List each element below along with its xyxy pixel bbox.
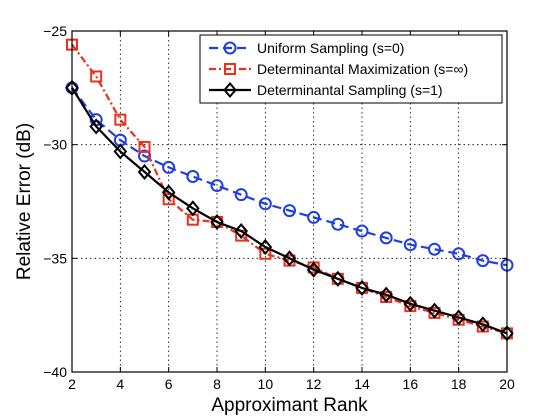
x-tick-label: 4 — [116, 376, 124, 392]
circle-marker — [162, 160, 176, 174]
circle-marker — [210, 179, 224, 193]
circle-marker — [403, 238, 417, 252]
diamond-marker — [355, 279, 369, 296]
series-line — [71, 87, 508, 267]
y-axis-title: Relative Error (dB) — [14, 123, 35, 280]
x-tick-label: 8 — [213, 376, 221, 392]
series-line — [71, 87, 508, 335]
diamond-marker — [282, 250, 297, 267]
legend-entry-determinantal-maximization: Determinantal Maximization (s=∞) — [257, 61, 468, 77]
diamond-marker — [137, 163, 152, 180]
y-tick-label: −40 — [43, 364, 67, 380]
series-line — [71, 43, 508, 335]
circle-marker — [331, 217, 345, 231]
diamond-marker — [476, 316, 490, 333]
circle-marker — [283, 204, 296, 218]
diamond-marker — [89, 118, 103, 135]
diamond-marker — [210, 213, 224, 231]
legend-entry-uniform-sampling: Uniform Sampling (s=0) — [257, 40, 404, 56]
diamond-marker — [113, 143, 128, 160]
circle-marker — [379, 231, 393, 245]
circle-marker — [476, 254, 490, 268]
plot-frame — [71, 30, 508, 373]
y-tick-label: −25 — [43, 23, 67, 39]
diamond-marker — [186, 200, 200, 217]
square-marker — [90, 70, 103, 83]
circle-marker — [307, 210, 321, 224]
square-marker — [114, 113, 127, 126]
legend-square-marker — [224, 63, 236, 75]
x-tick-label: 6 — [165, 376, 173, 392]
legend-circle-marker — [223, 41, 237, 55]
circle-marker — [355, 224, 369, 238]
circle-marker — [138, 149, 151, 163]
square-marker — [138, 140, 151, 153]
diamond-marker — [379, 286, 393, 303]
y-tick-label: −35 — [43, 250, 67, 266]
square-marker — [259, 247, 272, 260]
series-1 — [65, 81, 514, 272]
x-tick-label: 14 — [354, 376, 370, 392]
diamond-marker — [258, 238, 273, 256]
x-tick-label: 10 — [258, 376, 274, 392]
diamond-marker — [331, 270, 345, 287]
x-tick-label: 16 — [403, 376, 419, 392]
circle-marker — [452, 247, 466, 261]
legend-entry-determinantal-sampling: Determinantal Sampling (s=1) — [257, 82, 443, 98]
y-tick-label: −30 — [43, 137, 67, 153]
diamond-marker — [427, 302, 442, 319]
axis-ticks: 2 4 6 8 10 12 14 16 18 20 −25 −30 −35 −40 — [43, 23, 515, 392]
x-tick-label: 12 — [306, 376, 322, 392]
x-tick-label: 2 — [68, 376, 76, 392]
diamond-marker — [234, 223, 248, 240]
square-marker — [162, 193, 175, 206]
plot-series — [65, 38, 514, 342]
legend: Uniform Sampling (s=0) Determinantal Max… — [199, 34, 503, 104]
x-tick-label: 18 — [451, 376, 467, 392]
diamond-marker — [306, 261, 321, 278]
circle-marker — [258, 197, 272, 211]
diamond-marker — [161, 184, 176, 201]
legend-diamond-marker — [223, 81, 237, 99]
circle-marker — [428, 242, 441, 256]
x-tick-label: 20 — [499, 376, 515, 392]
diamond-marker — [451, 309, 466, 326]
diamond-marker — [403, 295, 418, 312]
series-3 — [65, 79, 514, 342]
circle-marker — [186, 169, 200, 183]
circle-marker — [234, 188, 248, 202]
x-axis-title: Approximant Rank — [211, 395, 368, 416]
